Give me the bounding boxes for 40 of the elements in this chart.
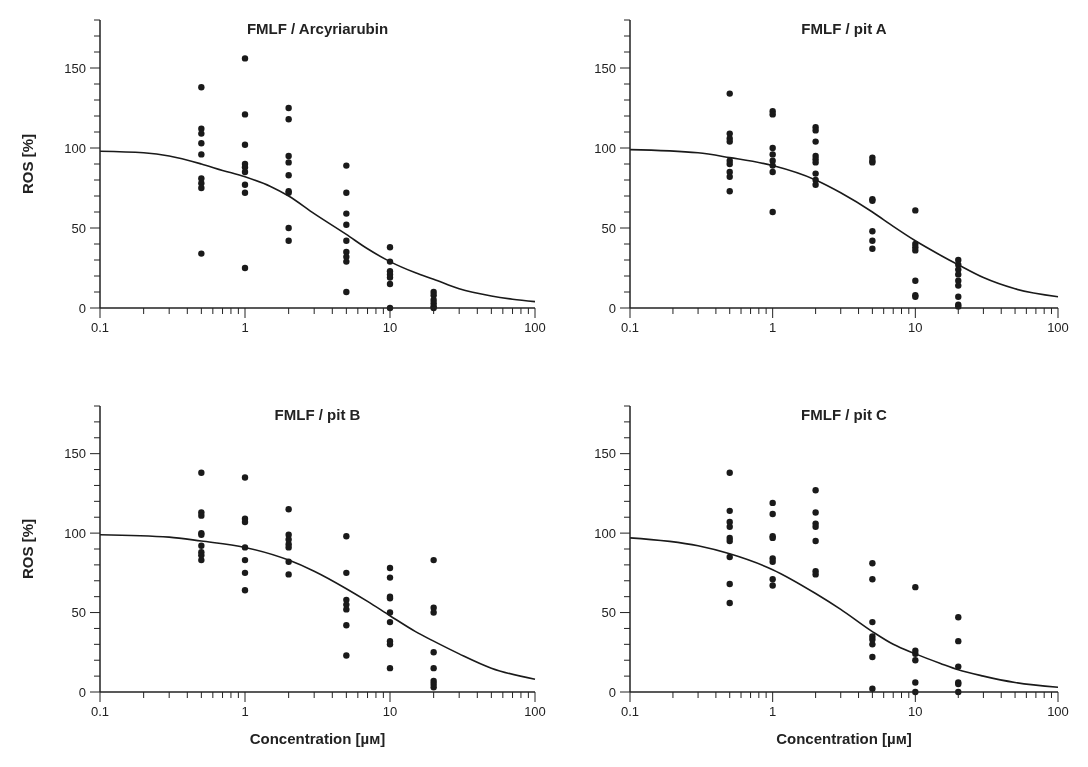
x-tick-label: 1 (769, 320, 777, 335)
y-axis-title: ROS [%] (19, 519, 36, 579)
y-tick-label: 150 (64, 60, 86, 76)
y-tick-label: 50 (71, 605, 86, 621)
x-tick-label: 0.1 (620, 320, 640, 335)
y-tick-label: 100 (594, 140, 616, 156)
x-tick-label: 10 (908, 704, 923, 719)
chart-title: FMLF / pit C (801, 406, 888, 423)
x-tick-label: 10 (908, 320, 923, 335)
y-tick-label: 100 (594, 525, 616, 541)
y-tick-label: 50 (601, 605, 616, 621)
chart-title: FMLF / pit B (274, 406, 361, 423)
x-tick-label: 1 (241, 320, 249, 335)
x-tick-label: 100 (1047, 704, 1069, 719)
chart-title: FMLF / Arcyriarubin (246, 20, 389, 37)
y-tick-label: 0 (78, 684, 86, 700)
x-tick-label: 1 (769, 704, 777, 719)
x-tick-label: 1 (241, 704, 249, 719)
y-tick-label: 50 (601, 220, 616, 236)
y-tick-label: 100 (64, 525, 86, 541)
x-axis-title: Concentration [µм] (249, 730, 386, 747)
x-tick-label: 100 (1047, 320, 1069, 335)
x-tick-label: 0.1 (90, 704, 110, 719)
y-tick-label: 150 (64, 446, 86, 462)
y-tick-label: 100 (64, 140, 86, 156)
y-tick-label: 50 (71, 220, 86, 236)
y-tick-label: 0 (608, 684, 616, 700)
y-tick-label: 0 (608, 300, 616, 316)
x-axis-title: Concentration [µм] (776, 730, 912, 747)
chart-title: FMLF / pit A (801, 20, 887, 37)
x-tick-label: 0.1 (620, 704, 640, 719)
y-axis-title: ROS [%] (19, 134, 36, 194)
y-tick-label: 150 (594, 60, 616, 76)
x-tick-label: 100 (524, 704, 546, 719)
y-tick-label: 0 (78, 300, 86, 316)
y-tick-label: 150 (594, 446, 616, 462)
x-tick-label: 0.1 (90, 320, 110, 335)
x-tick-label: 10 (382, 320, 398, 335)
x-tick-label: 100 (524, 320, 546, 335)
x-tick-label: 10 (382, 704, 398, 719)
